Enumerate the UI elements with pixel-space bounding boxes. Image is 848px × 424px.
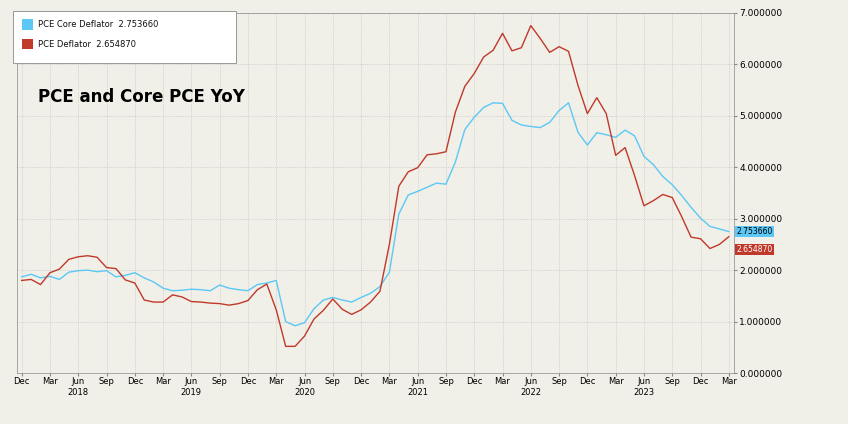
Text: PCE and Core PCE YoY: PCE and Core PCE YoY [38,89,245,106]
Bar [22,39,33,50]
Text: 2.654870: 2.654870 [736,245,773,254]
Text: PCE Deflator  2.654870: PCE Deflator 2.654870 [38,39,137,49]
Bar [22,19,33,30]
Text: 2.753660: 2.753660 [736,227,773,236]
FancyBboxPatch shape [14,11,236,63]
Text: PCE Core Deflator  2.753660: PCE Core Deflator 2.753660 [38,20,159,29]
